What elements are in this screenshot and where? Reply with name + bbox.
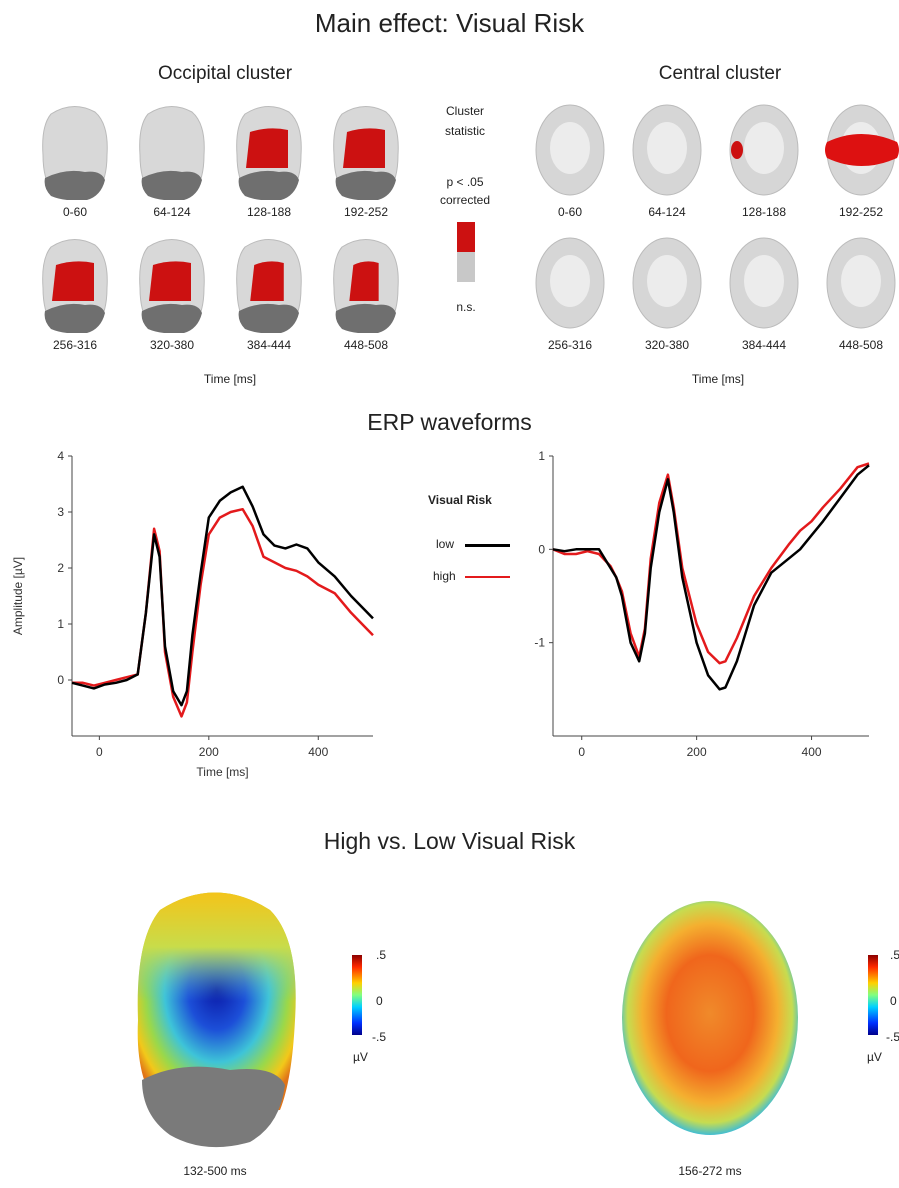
central-topography-map <box>622 901 798 1135</box>
chart-2-xtick-label: 200 <box>687 745 707 759</box>
erp-chart-central: -1 0 1 0 200 400 <box>534 449 870 759</box>
central-head-2 <box>632 104 702 196</box>
chart-2-series-low <box>552 464 870 691</box>
cluster-legend-title: Cluster statistic <box>430 104 500 138</box>
chart-1-ylabel: Amplitude [µV] <box>11 557 25 635</box>
central-head-6 <box>632 237 702 329</box>
central-window-label-1: 0-60 <box>557 205 583 219</box>
erp-legend-low-label: low <box>436 537 455 551</box>
central-window-label-7: 384-444 <box>741 338 787 352</box>
central-head-4 <box>825 104 899 196</box>
chart-2-ytick-label: -1 <box>534 636 545 650</box>
occipital-window-label-8: 448-508 <box>343 338 389 352</box>
central-head-1 <box>535 104 605 196</box>
colorbar-left-mid: 0 <box>376 994 383 1008</box>
colorbar-right <box>868 955 878 1035</box>
chart-2-ytick-label: 1 <box>538 449 545 463</box>
cluster-legend-sig: p < .05 corrected <box>430 175 500 207</box>
central-head-3 <box>729 104 799 196</box>
cluster-legend-ns-swatch <box>457 252 475 282</box>
central-head-7 <box>729 237 799 329</box>
chart-1-ytick-label: 1 <box>57 617 64 631</box>
occipital-window-label-2: 64-124 <box>153 205 191 219</box>
occipital-window-label-1: 0-60 <box>62 205 88 219</box>
colorbar-right-unit: µV <box>867 1050 882 1064</box>
central-window-label-8: 448-508 <box>838 338 884 352</box>
occipital-head-6 <box>139 239 205 333</box>
colorbar-right-min: -.5 <box>886 1030 899 1044</box>
occipital-window-label-7: 384-444 <box>246 338 292 352</box>
chart-1-xtick-label: 400 <box>308 745 328 759</box>
main-title: Main effect: Visual Risk <box>314 8 585 38</box>
occipital-head-3 <box>236 106 302 200</box>
cluster-legend-sig-swatch <box>457 222 475 252</box>
occipital-topography-map <box>137 892 296 1148</box>
occipital-head-5 <box>42 239 108 333</box>
occipital-window-label-5: 256-316 <box>52 338 98 352</box>
right-topo-window: 156-272 ms <box>678 1164 742 1178</box>
cluster-legend-title-2: statistic <box>444 124 485 138</box>
occipital-window-label-3: 128-188 <box>246 205 292 219</box>
erp-chart-occipital: 0 1 2 3 4 0 200 400 Time [ms] Amplitude [µV] <box>11 449 374 779</box>
occipital-cluster-title: Occipital cluster <box>157 63 293 84</box>
chart-2-xtick-label: 0 <box>578 745 585 759</box>
occipital-head-4 <box>333 106 399 200</box>
colorbar-right-max: .5 <box>890 948 899 962</box>
colorbar-left-unit: µV <box>353 1050 368 1064</box>
central-time-label: Time [ms] <box>691 372 745 386</box>
occipital-head-8 <box>333 239 399 333</box>
central-window-label-2: 64-124 <box>648 205 686 219</box>
cluster-legend-sig-2: corrected <box>439 193 491 207</box>
occipital-window-label-6: 320-380 <box>149 338 195 352</box>
chart-1-xlabel: Time [ms] <box>196 765 248 779</box>
occipital-window-label-4: 192-252 <box>343 205 389 219</box>
cluster-legend-sig-1: p < .05 <box>446 175 484 189</box>
chart-1-ytick-label: 0 <box>57 673 64 687</box>
chart-1-ytick-label: 4 <box>57 449 64 463</box>
erp-legend-high-line <box>465 576 510 578</box>
central-head-5 <box>535 237 605 329</box>
chart-2-xtick-label: 400 <box>802 745 822 759</box>
central-head-8 <box>826 237 896 329</box>
chart-2-series-high <box>552 462 870 665</box>
central-window-label-6: 320-380 <box>644 338 690 352</box>
occipital-head-7 <box>236 239 302 333</box>
chart-2-ytick-label: 0 <box>538 542 545 556</box>
contrast-title: High vs. Low Visual Risk <box>323 828 576 854</box>
occipital-time-label: Time [ms] <box>203 372 257 386</box>
colorbar-left-max: .5 <box>376 948 387 962</box>
erp-legend-low-line <box>465 544 510 547</box>
chart-1-xtick-label: 200 <box>199 745 219 759</box>
chart-1-series-high <box>72 507 374 718</box>
chart-1-xtick-label: 0 <box>96 745 103 759</box>
central-window-label-5: 256-316 <box>547 338 593 352</box>
colorbar-right-mid: 0 <box>890 994 897 1008</box>
chart-1-series-low <box>71 485 374 707</box>
colorbar-left <box>352 955 362 1035</box>
central-window-label-3: 128-188 <box>741 205 787 219</box>
occipital-head-2 <box>139 106 205 200</box>
left-topo-window: 132-500 ms <box>183 1164 247 1178</box>
chart-1-ytick-label: 2 <box>57 561 64 575</box>
cluster-legend-ns-label: n.s. <box>456 300 476 314</box>
chart-1-ytick-label: 3 <box>57 505 64 519</box>
erp-legend-high-label: high <box>433 569 456 583</box>
colorbar-left-min: -.5 <box>372 1030 387 1044</box>
central-cluster-title: Central cluster <box>658 63 782 84</box>
cluster-legend-title-1: Cluster <box>445 104 484 118</box>
occipital-head-1 <box>42 106 108 200</box>
erp-title: ERP waveforms <box>367 409 532 435</box>
erp-legend-title: Visual Risk <box>428 493 492 507</box>
central-window-label-4: 192-252 <box>838 205 884 219</box>
